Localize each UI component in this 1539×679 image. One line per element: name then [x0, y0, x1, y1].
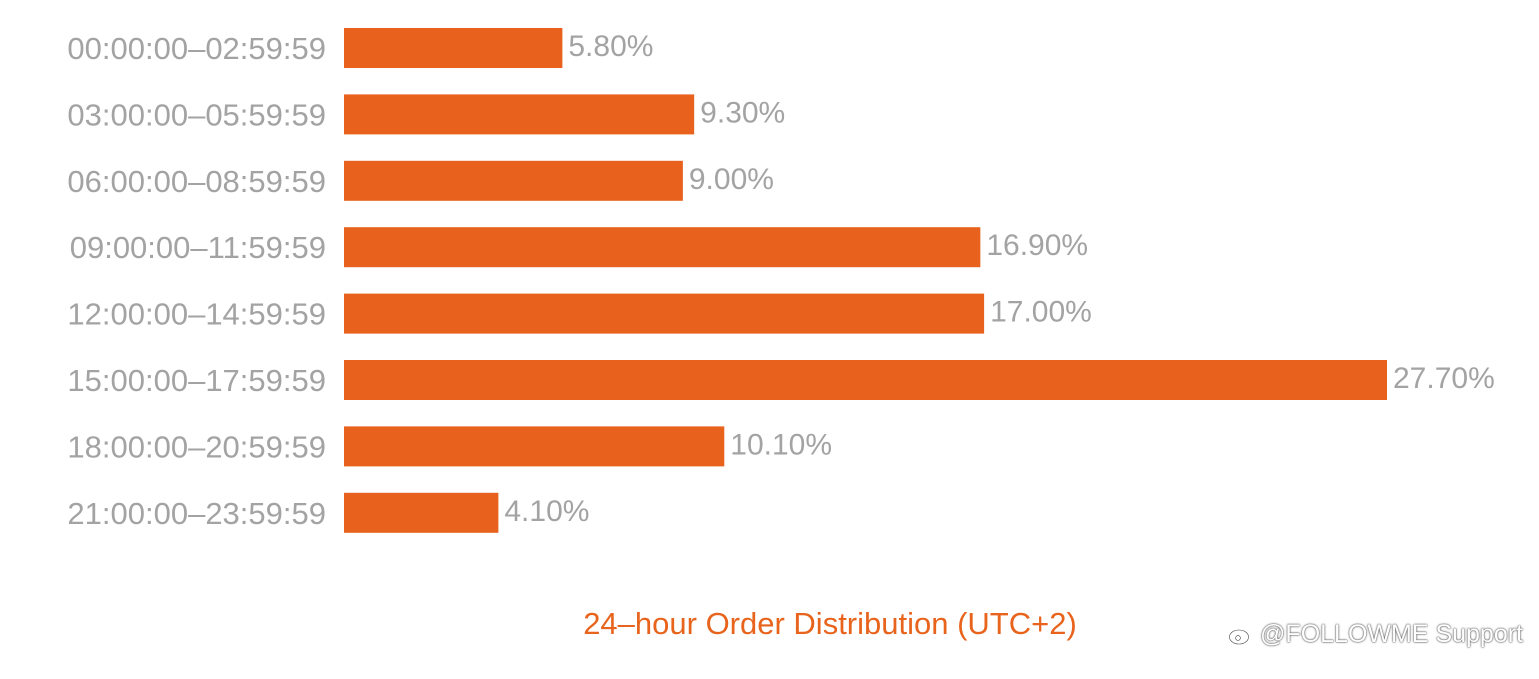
- watermark: @FOLLOWME Support: [1228, 620, 1523, 649]
- bar: [344, 227, 981, 268]
- category-label: 15:00:00–17:59:59: [67, 363, 326, 398]
- bar: [344, 492, 499, 533]
- bar: [344, 160, 683, 201]
- weibo-icon: [1228, 625, 1254, 645]
- value-label: 16.90%: [986, 229, 1088, 262]
- bar: [344, 94, 695, 135]
- category-label: 03:00:00–05:59:59: [67, 97, 326, 132]
- value-label: 27.70%: [1393, 362, 1495, 395]
- category-label: 12:00:00–14:59:59: [67, 297, 326, 332]
- bars-group: [344, 28, 1387, 533]
- value-label: 10.10%: [730, 428, 832, 461]
- value-label: 9.30%: [700, 96, 785, 129]
- value-labels: 5.80% 9.30% 9.00% 16.90% 17.00% 27.70% 10.10% 4…: [504, 30, 1494, 528]
- category-labels: 00:00:00–02:59:59 03:00:00–05:59:59 06:00:…: [67, 31, 326, 531]
- value-label: 4.10%: [504, 495, 589, 528]
- bar: [344, 426, 725, 467]
- category-label: 09:00:00–11:59:59: [70, 230, 326, 265]
- category-label: 06:00:00–08:59:59: [67, 164, 326, 199]
- bar: [344, 360, 1387, 400]
- chart-title: 24–hour Order Distribution (UTC+2): [583, 606, 1077, 641]
- bar: [344, 293, 985, 334]
- watermark-text: @FOLLOWME Support: [1260, 620, 1523, 648]
- category-label: 21:00:00–23:59:59: [67, 496, 326, 531]
- value-label: 5.80%: [568, 30, 653, 63]
- bar: [344, 28, 563, 68]
- category-label: 18:00:00–20:59:59: [67, 429, 326, 464]
- value-label: 17.00%: [990, 296, 1092, 329]
- category-label: 00:00:00–02:59:59: [67, 31, 326, 66]
- value-label: 9.00%: [689, 163, 774, 196]
